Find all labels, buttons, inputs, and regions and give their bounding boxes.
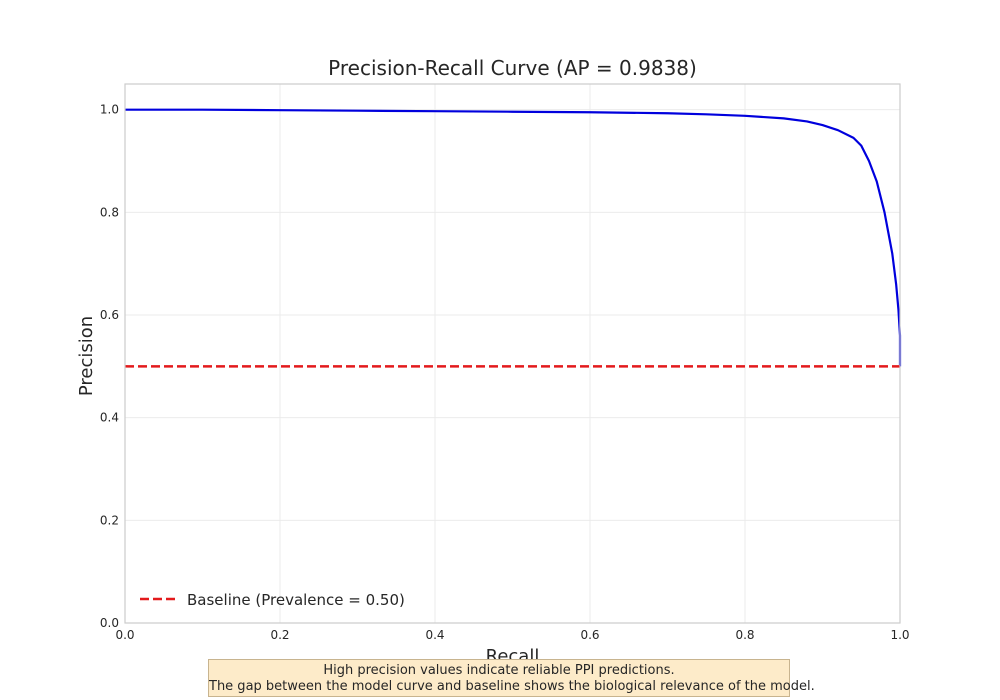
series-layer [125,108,902,368]
x-tick-label: 0.4 [425,628,444,642]
tick-layer: 0.0 0.2 0.4 0.6 0.8 1.0 0.0 0.2 0.4 0.6 0.8 1.0 [100,103,910,642]
y-tick-label: 0.8 [100,205,119,219]
legend: Baseline (Prevalence = 0.50) [140,591,405,609]
y-tick-label: 0.4 [100,411,119,425]
annotation-line-1: High precision values indicate reliable … [323,663,675,678]
x-tick-label: 1.0 [890,628,909,642]
legend-baseline-label: Baseline (Prevalence = 0.50) [187,591,405,609]
model-curve-line [125,108,902,367]
annotation-line-2: The gap between the model curve and base… [209,679,815,694]
annotation-box: High precision values indicate reliable … [208,659,815,697]
y-tick-label: 0.0 [100,616,119,630]
plot-frame [124,83,901,624]
x-tick-label: 0.6 [580,628,599,642]
y-tick-label: 0.2 [100,513,119,527]
plot-area [125,84,900,623]
chart-title: Precision-Recall Curve (AP = 0.9838) [328,56,697,80]
y-tick-label: 1.0 [100,103,119,117]
y-tick-label: 0.6 [100,308,119,322]
x-tick-label: 0.2 [270,628,289,642]
y-axis-label: Precision [76,316,97,396]
x-tick-label: 0.0 [115,628,134,642]
x-tick-label: 0.8 [735,628,754,642]
